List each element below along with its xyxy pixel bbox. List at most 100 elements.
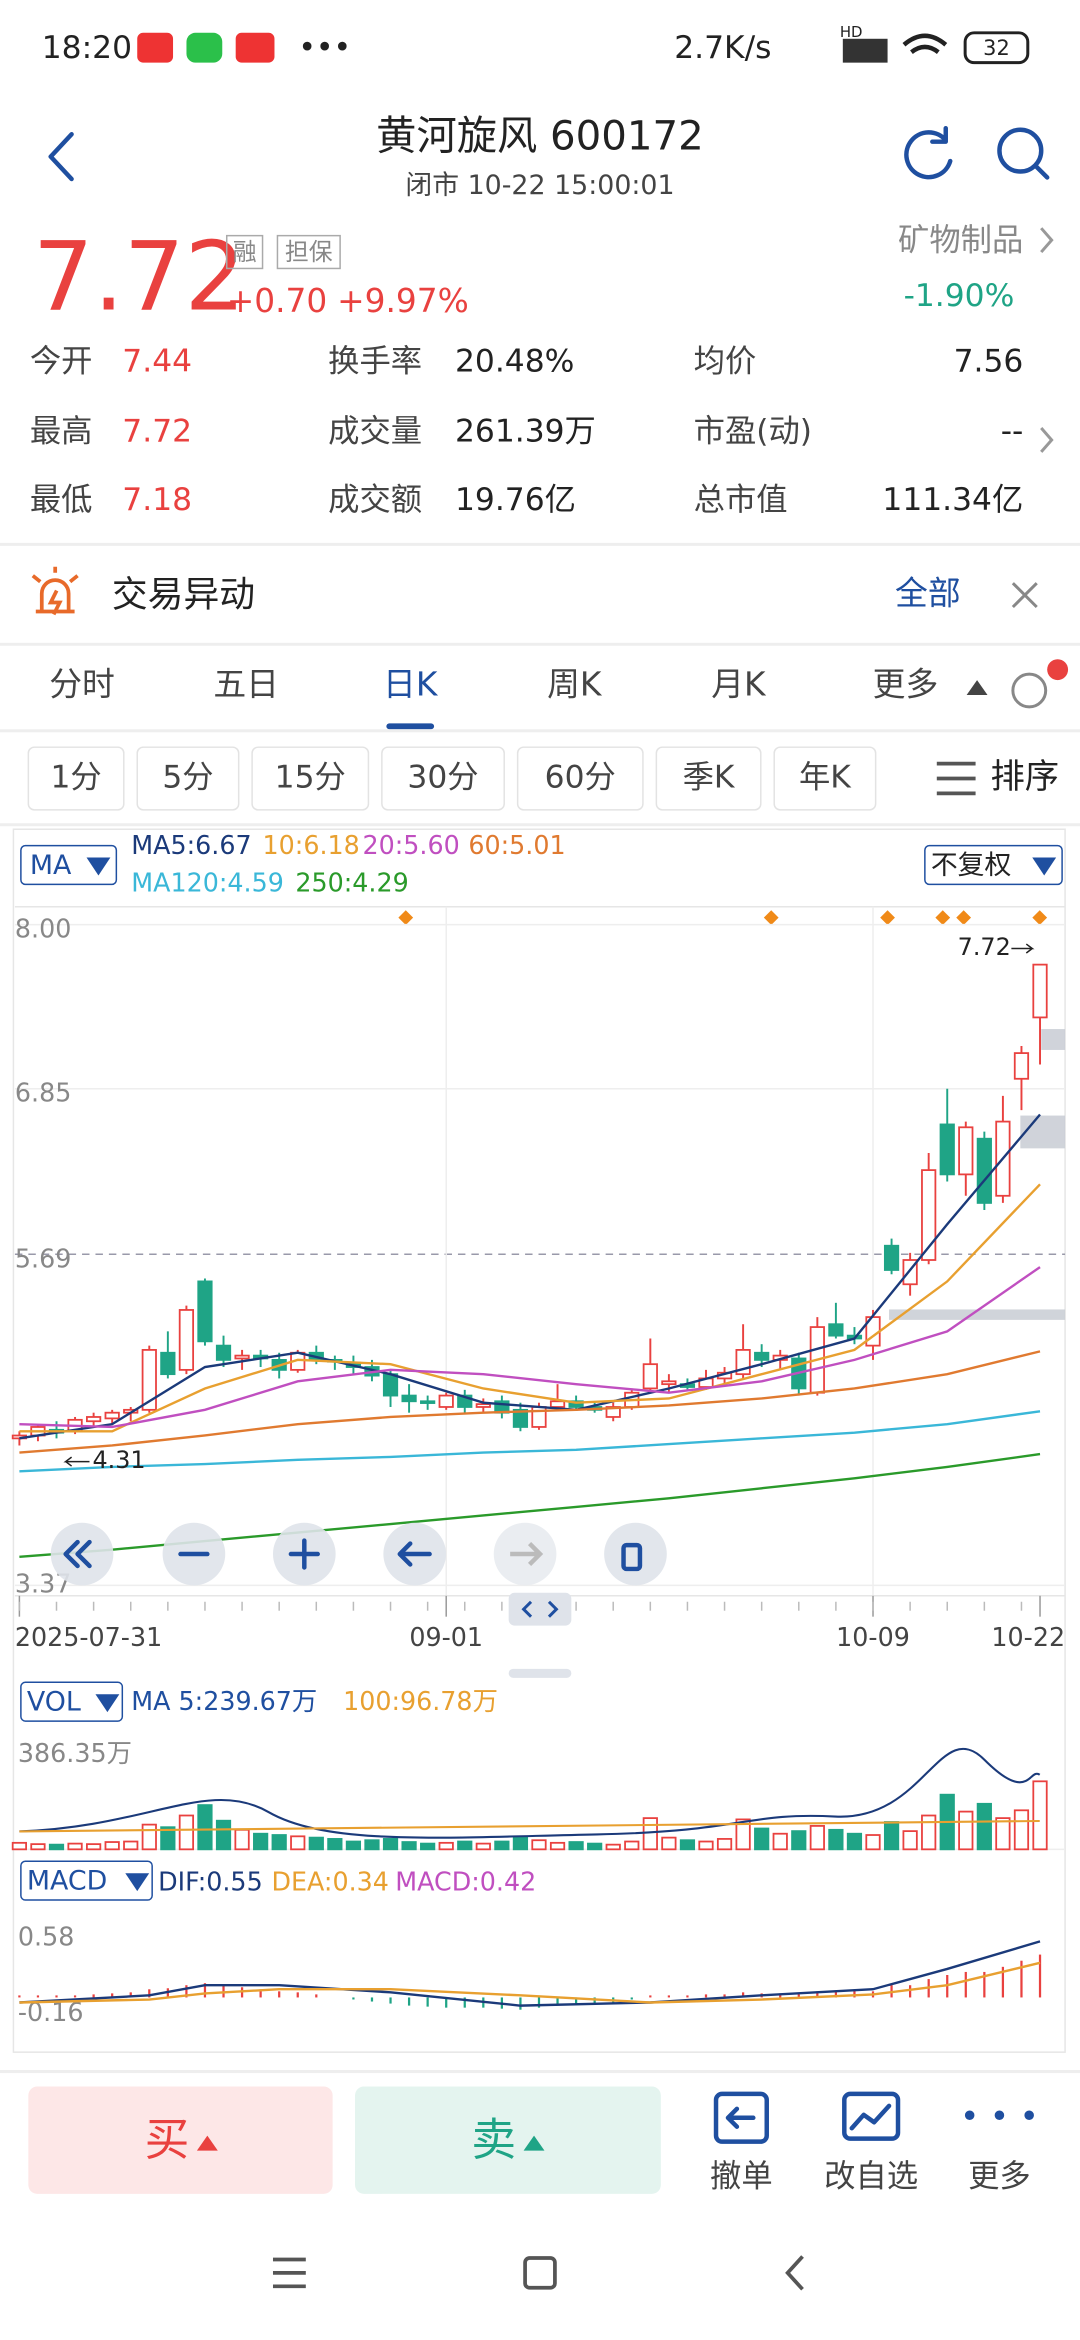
ma-legend: 10:6.18 (263, 830, 360, 860)
volume-bar (438, 1841, 454, 1851)
zoom-controls (50, 1522, 667, 1678)
stat-value: 261.39万 (455, 414, 596, 450)
action-label[interactable]: 改自选 (824, 2158, 918, 2194)
nav-back[interactable] (785, 2255, 804, 2291)
divider (0, 542, 1080, 546)
sector[interactable]: 矿物制品 (898, 223, 1023, 259)
volume-bar (605, 1843, 621, 1851)
zoom-button[interactable] (50, 1522, 114, 1586)
tab[interactable]: 日K (383, 666, 439, 704)
dropdown-arrow (86, 857, 111, 876)
volume-bar (160, 1826, 176, 1851)
close-button[interactable] (1011, 582, 1038, 609)
volume-bar (865, 1834, 881, 1851)
alert-all[interactable]: 全部 (895, 575, 961, 613)
x-tick-label: 09-01 (409, 1622, 483, 1652)
stat-value: 19.76亿 (455, 482, 576, 518)
plot: MA5:6.67 10:6.18 20:5.60 60:5.01 MA120:4.59 2… (11, 830, 1066, 2027)
tag: 担保 (285, 238, 333, 266)
watchlist-icon[interactable] (842, 2091, 901, 2141)
nav-home[interactable] (523, 2256, 557, 2290)
icon (849, 2103, 892, 2131)
event-marker (956, 910, 972, 926)
icon (725, 2106, 756, 2129)
zoom-button[interactable] (604, 1522, 667, 1586)
period-button[interactable] (381, 746, 505, 811)
sell-label: 卖 (471, 2113, 516, 2166)
app-icon (137, 32, 174, 63)
ma-line (19, 1350, 1041, 1454)
notification-dot (1047, 659, 1069, 681)
refresh-button[interactable] (904, 126, 953, 180)
event-markers (398, 910, 1048, 926)
period-label: 60分 (545, 760, 616, 796)
ma-line (19, 1113, 1041, 1440)
macd-selector[interactable]: MACD (27, 1866, 107, 1897)
period-button[interactable] (773, 746, 877, 811)
tab[interactable]: 更多 (873, 666, 939, 704)
max-label: 7.72 (958, 933, 1011, 961)
wifi (902, 33, 948, 55)
ma-legend: 250:4.29 (295, 867, 408, 897)
stat-value: 7.44 (122, 343, 192, 379)
volume-bar (828, 1828, 844, 1851)
sell-button[interactable] (355, 2086, 661, 2194)
scroll-handle[interactable] (508, 1592, 572, 1626)
volume-bar (178, 1814, 195, 1851)
signal (842, 38, 888, 63)
period-button[interactable] (516, 746, 644, 811)
sort-button[interactable]: 排序 (990, 757, 1059, 797)
vol-tick-label: 386.35万 (18, 1738, 132, 1768)
volume-bar (995, 1817, 1011, 1851)
stat-label: 均价 (694, 343, 757, 379)
settings-button[interactable] (1011, 672, 1048, 709)
nav-menu[interactable] (272, 2257, 306, 2289)
stat-value: 7.72 (122, 414, 192, 450)
cancel-icon[interactable] (713, 2091, 769, 2144)
tab[interactable]: 周K (547, 666, 603, 704)
candle-body (642, 1363, 658, 1390)
volume-bar (401, 1841, 417, 1851)
period-button[interactable] (251, 746, 370, 811)
vol-selector[interactable]: VOL (27, 1687, 81, 1718)
net-speed: 2.7K/s (674, 30, 771, 66)
macd-legend: MACD:0.42 (395, 1867, 536, 1897)
candle-body (178, 1309, 195, 1371)
tab[interactable]: 五日 (213, 666, 279, 704)
action-label[interactable]: 撤单 (710, 2158, 773, 2194)
ma-selector-box[interactable] (20, 844, 118, 886)
x-tick-label: 10-09 (836, 1622, 910, 1652)
vol-selector-box[interactable] (20, 1681, 124, 1722)
ma-selector[interactable]: MA (30, 850, 72, 881)
adjust-box[interactable] (924, 844, 1063, 886)
period-button[interactable] (27, 746, 125, 811)
tab[interactable]: 月K (711, 666, 767, 704)
volume-bar (234, 1828, 250, 1851)
app-icon (235, 32, 275, 63)
action-label[interactable]: 更多 (968, 2158, 1031, 2194)
search-button[interactable] (997, 127, 1044, 174)
alert-icon (31, 566, 79, 616)
back-button[interactable] (48, 131, 74, 182)
period-label: 5分 (162, 760, 213, 796)
min-label: 4.31 (92, 1446, 145, 1474)
period-button[interactable] (136, 746, 240, 811)
volume-bar (772, 1832, 788, 1851)
buy-button[interactable] (28, 2086, 333, 2194)
tab[interactable]: 分时 (49, 666, 115, 704)
divider (0, 729, 1080, 733)
macd-line (19, 1940, 1041, 2007)
period-label: 年K (799, 760, 852, 796)
volume-bar (104, 1841, 120, 1851)
tag: 融 (233, 238, 257, 266)
divider-handle[interactable] (508, 1668, 572, 1678)
icon (621, 1542, 643, 1572)
volume-bar (420, 1842, 436, 1851)
price: 7.72 (33, 221, 246, 333)
stats-grid: 今开 7.44 换手率 20.48% 均价 7.56 最高 7.72 成交量 261.39万 市盈(… (30, 343, 1023, 518)
period-button[interactable] (655, 746, 762, 811)
macd-selector-box[interactable] (20, 1860, 153, 1901)
adjust-selector[interactable]: 不复权 (931, 850, 1011, 881)
more-icon[interactable]: • • • (960, 2097, 1039, 2135)
